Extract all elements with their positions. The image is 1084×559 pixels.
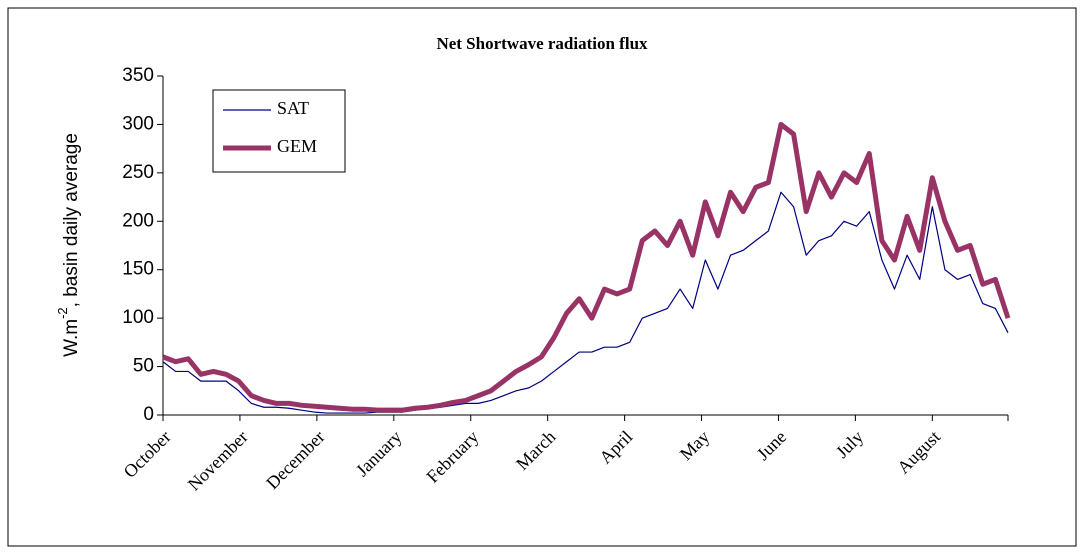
legend-label: GEM bbox=[277, 136, 317, 156]
y-label-rest: , basin daily average bbox=[61, 133, 82, 307]
y-label-sup: -2 bbox=[55, 307, 70, 319]
chart-title: Net Shortwave radiation flux bbox=[436, 34, 648, 53]
series-line bbox=[162, 121, 1011, 413]
y-tick-label: 50 bbox=[133, 356, 154, 377]
y-tick-label: 0 bbox=[143, 404, 154, 425]
y-tick-label: 300 bbox=[122, 113, 154, 134]
legend-box bbox=[212, 89, 346, 173]
y-label-main: W.m bbox=[61, 319, 82, 357]
legend-label: SAT bbox=[277, 98, 309, 118]
y-tick-label: 350 bbox=[122, 65, 154, 86]
y-axis-label: W.m-2, basin daily average bbox=[55, 133, 82, 357]
y-tick-label: 200 bbox=[122, 210, 154, 231]
y-tick-label: 100 bbox=[122, 307, 154, 328]
y-tick-label: 250 bbox=[122, 162, 154, 183]
chart-frame bbox=[7, 7, 1077, 547]
y-tick-label: 150 bbox=[122, 259, 154, 280]
series-line bbox=[162, 191, 1009, 414]
